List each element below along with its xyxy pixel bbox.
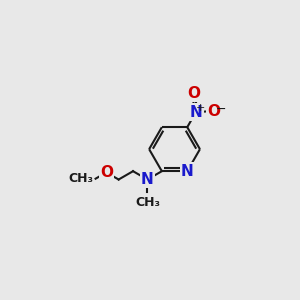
Text: O: O [207, 103, 220, 118]
Text: CH₃: CH₃ [68, 172, 93, 185]
Text: O: O [100, 165, 113, 180]
Text: N: N [141, 172, 154, 187]
Text: +: + [195, 103, 205, 113]
Text: N: N [181, 164, 194, 179]
Text: O: O [188, 86, 201, 101]
Text: CH₃: CH₃ [135, 196, 160, 209]
Text: −: − [216, 103, 226, 116]
Text: N: N [190, 105, 202, 120]
